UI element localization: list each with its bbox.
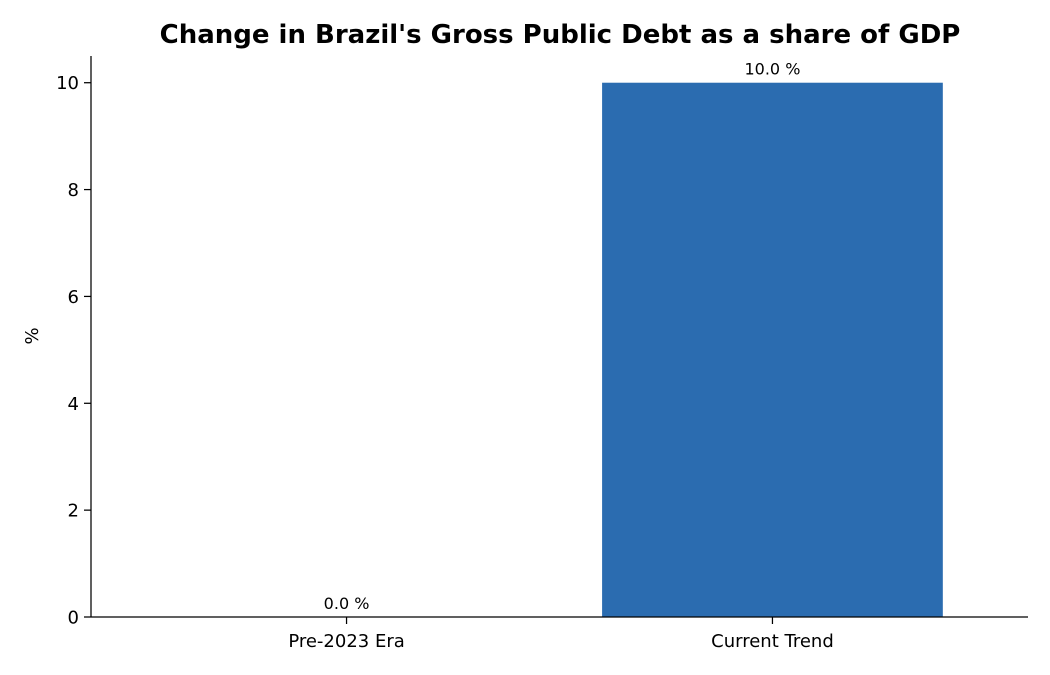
bars-group <box>602 82 943 617</box>
data-label-0: 0.0 % <box>324 594 370 613</box>
x-tick-label-1: Current Trend <box>711 631 834 652</box>
y-axis-label: % <box>22 327 43 344</box>
y-tick-label-0: 0 <box>68 608 79 629</box>
y-tick-label-5: 10 <box>56 73 79 94</box>
y-tick-label-3: 6 <box>68 287 79 308</box>
bar-1 <box>602 82 943 617</box>
chart-title: Change in Brazil's Gross Public Debt as … <box>160 20 961 50</box>
y-tick-label-1: 2 <box>68 501 79 522</box>
x-tick-label-0: Pre-2023 Era <box>288 631 404 652</box>
data-label-1: 10.0 % <box>744 60 800 79</box>
y-tick-label-4: 8 <box>68 180 79 201</box>
y-tick-label-2: 4 <box>68 394 79 415</box>
data-labels-group: 0.0 % 10.0 % <box>324 60 801 613</box>
x-axis-ticks: Pre-2023 Era Current Trend <box>288 617 834 652</box>
y-axis-ticks: 0 2 4 6 8 10 <box>56 73 91 629</box>
